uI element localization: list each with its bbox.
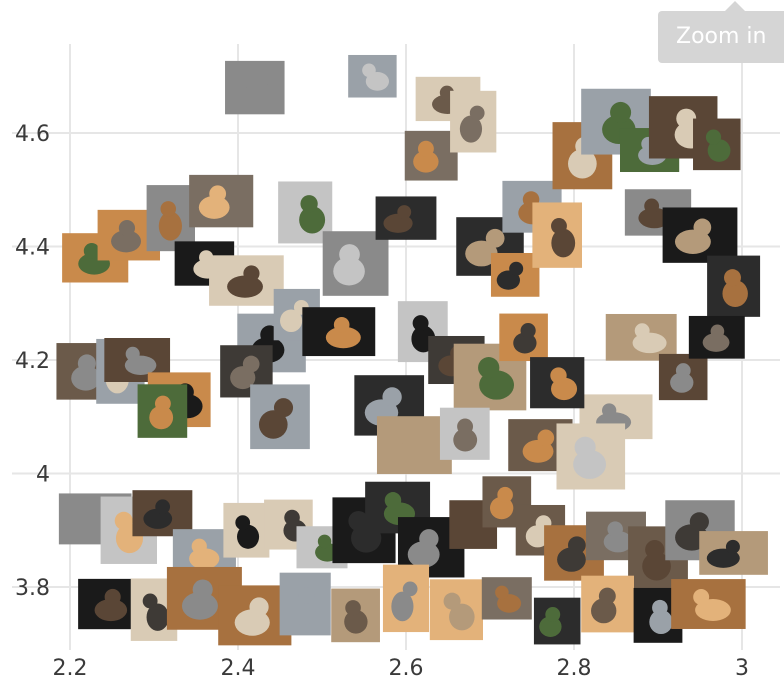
- tooltip-arrow: [724, 1, 746, 12]
- cat-thumbnail-point: [375, 196, 437, 240]
- cat-thumbnail-point: [707, 255, 761, 317]
- cat-thumbnail-point: [481, 577, 532, 620]
- cat-thumbnail-point: [533, 597, 581, 645]
- cat-thumbnail-point: [532, 202, 583, 268]
- cat-thumbnail-point: [209, 255, 284, 306]
- cat-thumbnail-point: [662, 207, 738, 263]
- cat-thumbnail-point: [658, 353, 708, 401]
- cat-thumbnail-point: [556, 423, 626, 490]
- thumbnail-points: [56, 54, 768, 646]
- cat-thumbnail-point: [132, 490, 193, 537]
- x-tick-label: 3: [735, 656, 749, 681]
- cat-thumbnail-point: [97, 209, 161, 261]
- cat-thumbnail-point: [688, 315, 745, 359]
- cat-thumbnail-point: [699, 531, 768, 575]
- cat-thumbnail-point: [605, 313, 677, 361]
- cat-thumbnail-point: [693, 118, 741, 171]
- x-tick-label: 2.8: [557, 656, 592, 681]
- zoom-in-tooltip: Zoom in: [658, 11, 784, 63]
- cat-thumbnail-point: [225, 60, 285, 115]
- y-tick-label: 4: [36, 463, 50, 488]
- x-tick-label: 2.4: [221, 656, 256, 681]
- cat-thumbnail-point: [348, 54, 397, 98]
- cat-thumbnail-point: [376, 416, 452, 475]
- x-tick-label: 2.2: [53, 656, 88, 681]
- y-tick-label: 4.6: [15, 122, 50, 147]
- cat-thumbnail-point: [331, 588, 380, 643]
- cat-thumbnail-point: [146, 185, 195, 252]
- cat-thumbnail-point: [429, 579, 484, 641]
- cat-thumbnail-point: [220, 345, 273, 398]
- y-tick-label: 4.2: [15, 349, 50, 374]
- cat-thumbnail-point: [218, 585, 292, 646]
- cat-thumbnail-point: [490, 252, 540, 297]
- cat-thumbnail-point: [439, 407, 490, 460]
- cat-thumbnail-point: [633, 587, 683, 643]
- y-axis-ticks: 3.8 4 4.2 4.4 4.6: [15, 122, 50, 601]
- y-tick-label: 3.8: [15, 576, 50, 601]
- cat-thumbnail-point: [382, 564, 430, 633]
- x-axis-ticks: 2.2 2.4 2.6 2.8 3: [53, 656, 750, 681]
- cat-thumbnail-point: [581, 575, 635, 633]
- cat-thumbnail-point: [104, 338, 171, 382]
- cat-thumbnail-point: [530, 357, 585, 409]
- cat-thumbnail-point: [322, 231, 389, 296]
- cat-thumbnail-point: [671, 579, 746, 629]
- cat-thumbnail-point: [404, 130, 458, 181]
- cat-thumbnail-point: [499, 313, 548, 362]
- cat-thumbnail-point: [450, 90, 497, 153]
- cat-thumbnail-point: [279, 572, 331, 636]
- cat-thumbnail-point: [189, 174, 254, 228]
- cat-thumbnail-point: [137, 384, 188, 438]
- y-tick-label: 4.4: [15, 236, 50, 261]
- cat-thumbnail-point: [302, 307, 376, 357]
- x-tick-label: 2.6: [389, 656, 424, 681]
- cat-thumbnail-point: [223, 502, 270, 558]
- cat-thumbnail-point: [250, 384, 310, 450]
